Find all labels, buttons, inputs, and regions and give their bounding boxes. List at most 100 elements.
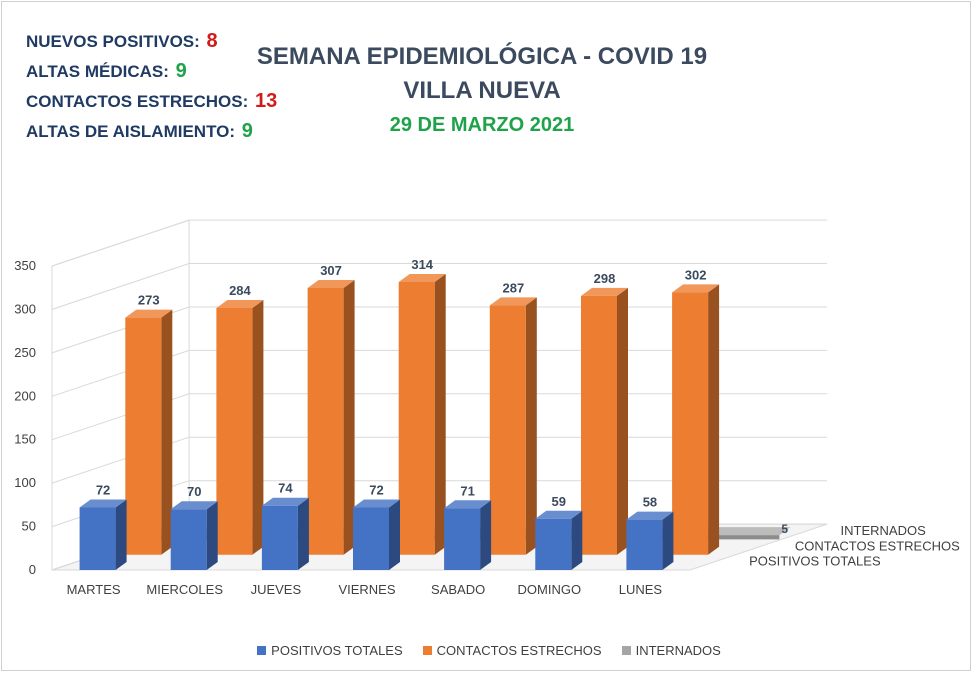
bar-front (581, 295, 617, 555)
series-depth-label: CONTACTOS ESTRECHOS (795, 538, 960, 553)
series-depth-label: INTERNADOS (841, 523, 927, 538)
bar-side (343, 280, 355, 555)
bar-side (571, 510, 583, 570)
bar-top (626, 511, 674, 520)
y-axis: 0 50 100 150 200 250 300 350 (14, 258, 36, 577)
data-label: 74 (278, 481, 293, 496)
bar-side (206, 501, 218, 570)
bar-front (672, 292, 709, 555)
summary-stat: NUEVOS POSITIVOS: 8 (26, 26, 277, 56)
x-axis: MARTES MIERCOLES JUEVES VIERNES SABADO DOMING… (67, 582, 663, 597)
bar-front (353, 507, 389, 570)
legend-label: INTERNADOS (635, 643, 721, 659)
summary-stats: NUEVOS POSITIVOS: 8 ALTAS MÉDICAS: 9 CONTA… (26, 26, 277, 146)
bar-front (535, 518, 572, 570)
bar-side (252, 300, 264, 555)
bar-front (398, 282, 435, 555)
summary-stat-label: NUEVOS POSITIVOS: (26, 32, 200, 51)
y-tick-label: 150 (14, 432, 36, 447)
gridline (51, 263, 828, 310)
chart-title: SEMANA EPIDEMIOLÓGICA - COVID 19 (256, 43, 708, 70)
bar-positivos (170, 501, 218, 570)
series-positivos: 72 70 74 72 71 59 58 (79, 481, 674, 570)
bar-top (170, 501, 218, 510)
data-label: 284 (229, 283, 251, 298)
chart-date: 29 DE MARZO 2021 (389, 114, 575, 136)
bar-top (535, 510, 583, 519)
bar-top (216, 300, 264, 308)
data-label: 59 (552, 494, 566, 509)
bar-side (662, 511, 674, 570)
x-tick-label: VIERNES (338, 582, 395, 597)
data-label: 72 (96, 482, 110, 497)
x-tick-label: MARTES (67, 582, 121, 597)
series-depth-label: POSITIVOS TOTALES (749, 554, 881, 569)
bar-top (672, 284, 720, 293)
legend-swatch (257, 646, 267, 656)
y-tick-label: 300 (14, 301, 36, 316)
data-label: 307 (320, 263, 342, 278)
summary-stat-value: 9 (175, 60, 187, 82)
bar-positivos (535, 510, 583, 570)
y-tick-label: 250 (14, 345, 36, 360)
legend-item: INTERNADOS (621, 642, 721, 659)
bar-side (115, 499, 127, 570)
y-tick-label: 100 (14, 475, 36, 490)
bar-side (708, 284, 720, 555)
bar-side (480, 500, 492, 570)
legend-label: POSITIVOS TOTALES (271, 643, 403, 659)
x-tick-label: MIERCOLES (146, 582, 223, 597)
bar-side (161, 309, 173, 555)
bar-top (581, 287, 628, 296)
summary-stat-label: ALTAS DE AISLAMIENTO: (26, 122, 236, 141)
data-label: 58 (643, 495, 657, 510)
data-label: 273 (138, 293, 160, 308)
bar-top (353, 499, 400, 508)
legend-label: CONTACTOS ESTRECHOS (436, 643, 602, 659)
summary-stat-value: 8 (206, 30, 218, 52)
bar-top (489, 297, 537, 306)
bar-front (79, 507, 116, 570)
legend-item: POSITIVOS TOTALES (257, 642, 403, 658)
bar-top (444, 500, 492, 509)
y-tick-label: 50 (22, 519, 36, 534)
bar-front (489, 305, 526, 555)
data-label: 298 (594, 271, 616, 286)
summary-stat-label: ALTAS MÉDICAS: (26, 62, 169, 81)
bar-side (434, 274, 446, 555)
data-label: 302 (685, 267, 707, 282)
y-tick-label: 0 (29, 562, 36, 577)
data-label: 72 (369, 482, 383, 497)
data-label: 70 (187, 484, 201, 499)
bar-front (216, 308, 253, 555)
data-label: 71 (460, 483, 474, 498)
bar-top (79, 499, 127, 508)
x-tick-label: LUNES (619, 582, 663, 597)
bar-top (261, 497, 309, 506)
bar-contactos (489, 297, 537, 555)
x-tick-label: DOMINGO (518, 582, 582, 597)
summary-stat-value: 13 (255, 90, 278, 112)
bar-top (307, 280, 355, 288)
bar-front (170, 509, 207, 570)
bar-top (125, 309, 173, 318)
data-label: 314 (411, 257, 433, 272)
bar-top (398, 274, 446, 282)
bar-positivos (79, 499, 127, 570)
summary-stat: ALTAS MÉDICAS: 9 (26, 56, 277, 86)
bar-front (626, 519, 663, 570)
bar-positivos (261, 497, 309, 570)
bar-side (525, 297, 537, 555)
y-tick-label: 350 (14, 258, 36, 273)
legend-swatch (422, 646, 432, 656)
gridline (51, 219, 828, 267)
chart-titles: SEMANA EPIDEMIOLÓGICA - COVID 19 VILLA N… (232, 40, 732, 140)
bar-contactos (672, 284, 720, 555)
series-contactos: 273 284 307 314 287 298 302 (125, 257, 720, 555)
bar-contactos (307, 280, 355, 555)
summary-stat: ALTAS DE AISLAMIENTO: 9 (26, 116, 277, 146)
y-tick-label: 200 (14, 388, 36, 403)
bar-front (125, 317, 162, 555)
bar-positivos (626, 511, 674, 570)
